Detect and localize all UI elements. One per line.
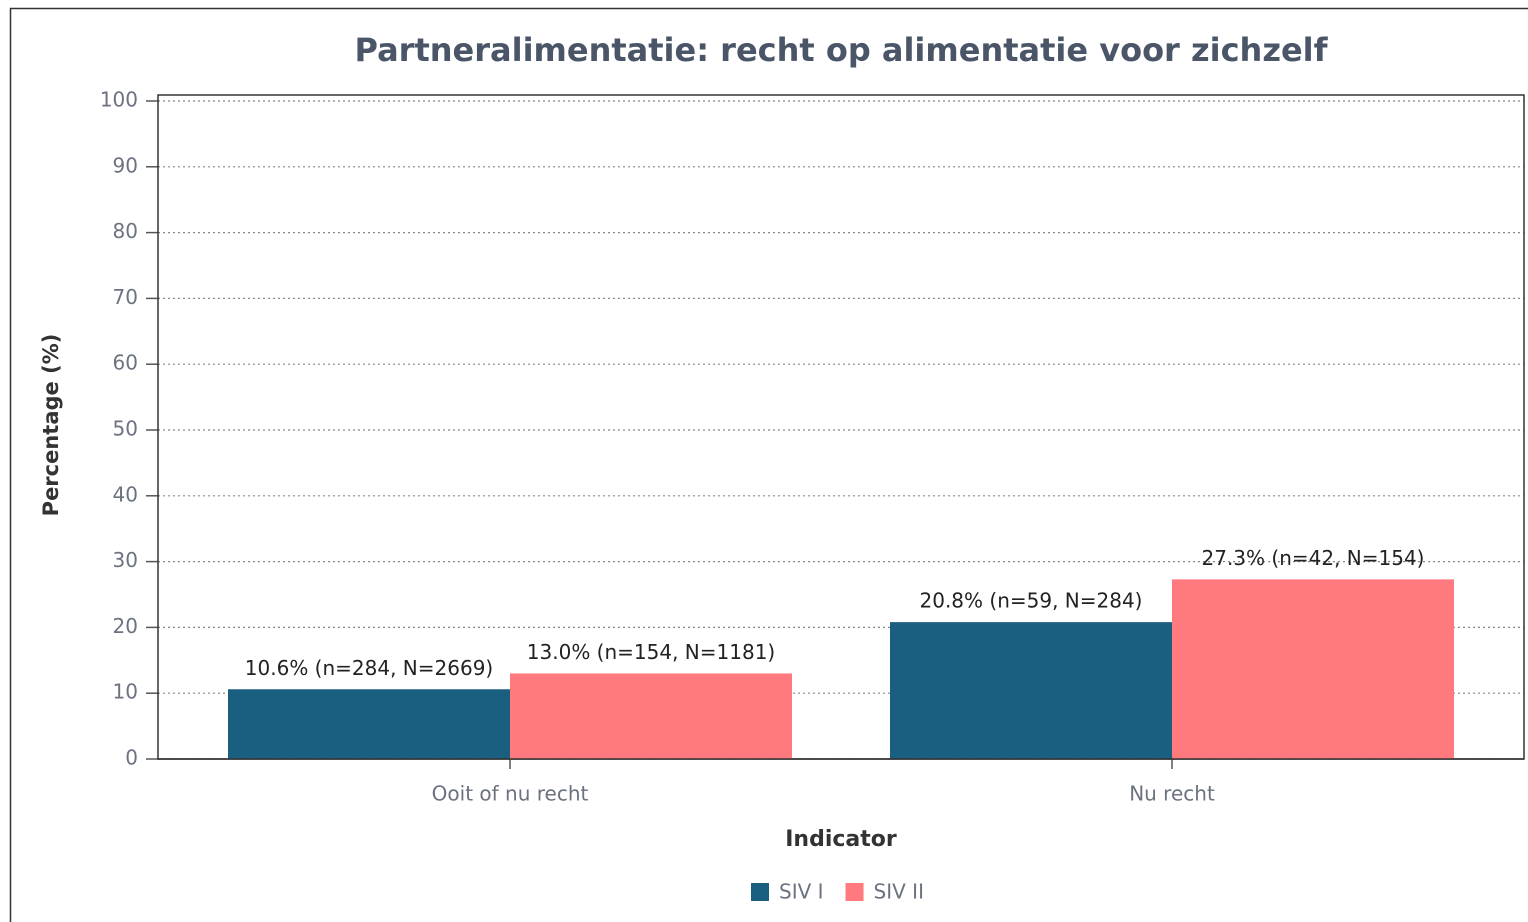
data-label: 13.0% (n=154, N=1181) (527, 640, 775, 664)
y-tick-label: 90 (113, 153, 138, 177)
legend-swatch (751, 883, 769, 901)
legend-swatch (845, 883, 864, 901)
y-tick-label: 80 (113, 219, 138, 243)
data-label: 27.3% (n=42, N=154) (1202, 546, 1425, 570)
y-tick-label: 0 (125, 746, 138, 770)
y-tick-label: 70 (113, 285, 138, 309)
x-axis-label: Indicator (785, 827, 897, 852)
y-axis-label: Percentage (%) (39, 334, 63, 517)
x-tick-label: Nu recht (1129, 782, 1215, 806)
y-tick-label: 60 (113, 351, 138, 375)
bar (510, 673, 792, 759)
y-tick-label: 20 (113, 614, 138, 638)
y-tick-label: 50 (113, 417, 138, 441)
bar (228, 689, 510, 759)
y-tick-label: 10 (113, 680, 138, 704)
chart-title: Partneralimentatie: recht op alimentatie… (354, 31, 1328, 69)
y-tick-label: 100 (100, 88, 138, 112)
bar (1172, 579, 1454, 759)
data-label: 10.6% (n=284, N=2669) (245, 656, 493, 680)
frame (9, 7, 1528, 922)
y-tick-label: 30 (113, 548, 138, 572)
y-tick-label: 40 (113, 482, 138, 506)
legend-label: SIV I (779, 880, 824, 904)
legend-label: SIV II (874, 880, 924, 904)
x-tick-label: Ooit of nu recht (432, 782, 589, 806)
data-label: 20.8% (n=59, N=284) (920, 589, 1143, 613)
bar (890, 622, 1172, 759)
